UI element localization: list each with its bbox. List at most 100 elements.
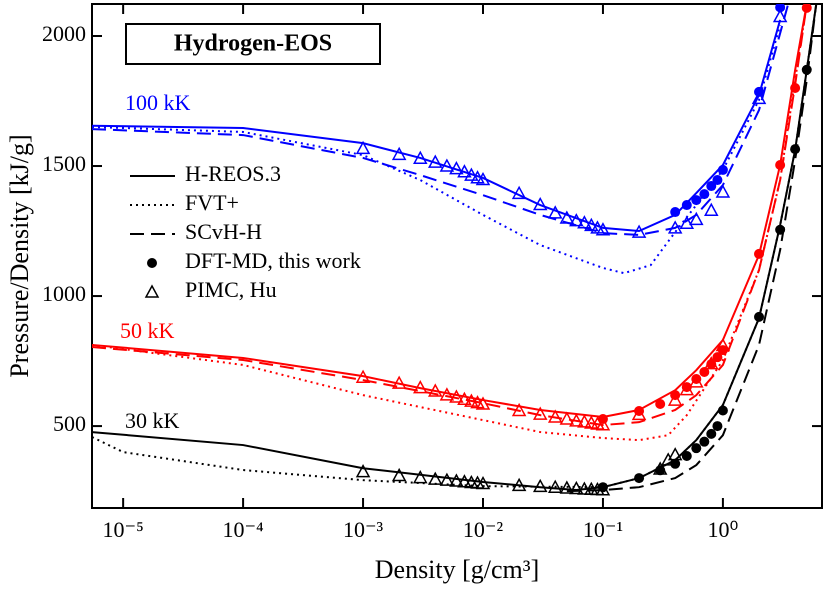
dft-marker	[699, 436, 710, 447]
dft-marker	[712, 175, 723, 186]
x-axis-label: Density [g/cm³]	[375, 555, 539, 584]
y-tick-label: 500	[53, 411, 86, 436]
pimc-marker	[569, 213, 584, 227]
pimc-marker	[704, 202, 719, 216]
pimc-marker	[595, 482, 611, 496]
legend-label: SCvH-H	[185, 219, 262, 244]
pimc-marker	[584, 217, 599, 232]
dft-marker	[691, 443, 702, 454]
dotted-line	[92, 4, 808, 442]
pimc-marker	[457, 474, 472, 488]
pimc-marker	[413, 470, 428, 484]
pimc-marker	[569, 480, 584, 495]
x-tick-label: 10⁻²	[463, 517, 504, 542]
pimc-marker	[631, 406, 647, 421]
dotted-line	[92, 4, 818, 489]
pimc-marker	[511, 477, 527, 492]
pimc-marker	[355, 464, 371, 478]
legend-swatch	[147, 258, 157, 268]
pimc-marker	[475, 396, 491, 410]
x-tick-label: 10⁻¹	[583, 517, 623, 542]
pimc-marker	[355, 369, 371, 383]
dft-marker	[775, 159, 786, 170]
pimc-marker	[391, 467, 407, 482]
legend-swatch	[144, 284, 160, 298]
pimc-marker	[457, 164, 472, 178]
pimc-marker	[449, 473, 464, 487]
dft-marker	[699, 189, 710, 200]
dashed-line	[566, 4, 818, 493]
dft-marker	[717, 164, 728, 175]
dft-marker	[634, 473, 645, 484]
dotted-line	[92, 24, 782, 275]
dft-marker	[699, 366, 710, 377]
pimc-marker	[439, 472, 455, 486]
pimc-marker	[547, 479, 563, 493]
pimc-marker	[559, 480, 575, 494]
pimc-marker	[667, 392, 683, 406]
plot-frame	[91, 3, 823, 509]
pimc-marker	[689, 211, 704, 226]
pimc-marker	[428, 471, 443, 485]
pimc-marker	[559, 411, 575, 425]
dashed-line	[92, 4, 808, 427]
pimc-marker	[667, 447, 683, 461]
temperature-label: 100 kK	[125, 90, 191, 115]
pimc-marker	[577, 414, 592, 428]
legend-label: FVT+	[185, 190, 239, 215]
pimc-marker	[547, 409, 563, 423]
pimc-marker	[464, 393, 479, 407]
dft-marker	[712, 352, 723, 363]
dft-marker	[790, 144, 801, 155]
pimc-marker	[428, 154, 443, 168]
plot-area	[92, 4, 818, 496]
y-tick-label: 1500	[42, 151, 86, 176]
pimc-marker	[439, 158, 455, 172]
pimc-marker	[595, 417, 611, 431]
legend-label: DFT-MD, this work	[185, 248, 361, 273]
legend-label: H-REOS.3	[185, 161, 281, 186]
pimc-marker	[772, 8, 788, 23]
pimc-marker	[464, 167, 479, 181]
pimc-marker	[391, 146, 407, 161]
pimc-marker	[532, 196, 548, 211]
pimc-marker	[631, 224, 647, 238]
pimc-marker	[475, 171, 491, 186]
pimc-marker	[413, 150, 428, 164]
temperature-label: 50 kK	[120, 318, 175, 343]
dft-marker	[754, 311, 765, 322]
dft-marker	[801, 64, 812, 75]
dft-marker	[706, 181, 717, 192]
pimc-marker	[428, 383, 443, 397]
pimc-marker	[595, 222, 611, 236]
dft-marker	[655, 398, 666, 409]
dft-marker	[775, 224, 786, 235]
pimc-marker	[751, 90, 767, 105]
x-tick-label: 10⁻⁵	[102, 517, 143, 542]
pimc-marker	[715, 337, 731, 352]
y-tick-label: 1000	[42, 281, 86, 306]
dft-marker	[681, 200, 692, 211]
y-axis-label: Pressure/Density [kJ/g]	[5, 134, 34, 377]
pimc-marker	[355, 140, 371, 155]
dft-marker	[670, 207, 681, 218]
pimc-marker	[391, 375, 407, 389]
legend-label: PIMC, Hu	[185, 277, 277, 302]
pimc-marker	[457, 391, 472, 406]
x-tick-label: 10⁻⁴	[222, 517, 264, 542]
pimc-marker	[449, 389, 464, 403]
dft-marker	[754, 248, 765, 259]
pimc-marker	[413, 380, 428, 394]
pimc-marker	[652, 461, 668, 475]
dft-marker	[706, 428, 717, 439]
pimc-marker	[577, 215, 592, 229]
pimc-marker	[511, 185, 527, 200]
dft-marker	[775, 4, 786, 13]
pimc-marker	[667, 220, 683, 234]
pimc-marker	[689, 374, 704, 388]
pimc-marker	[547, 205, 563, 219]
dft-marker	[790, 83, 801, 93]
pimc-marker	[569, 413, 584, 427]
pimc-marker	[511, 402, 527, 417]
